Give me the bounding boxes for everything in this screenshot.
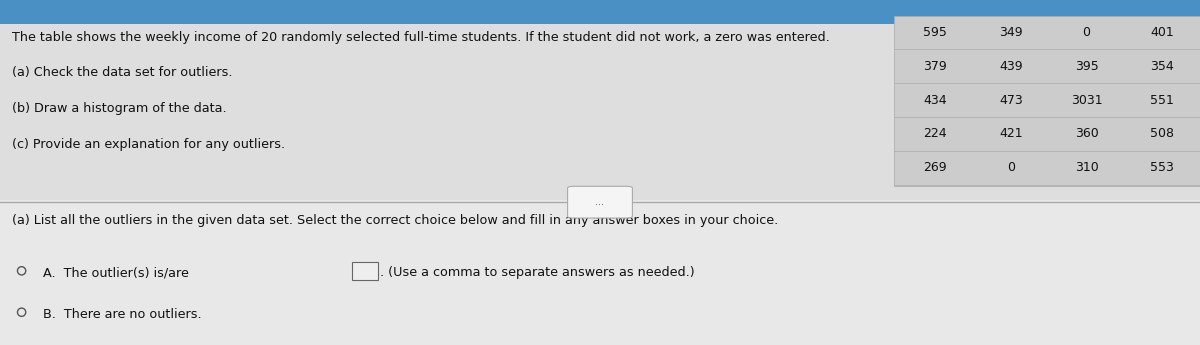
FancyBboxPatch shape <box>568 186 632 218</box>
Text: ...: ... <box>595 197 605 207</box>
Text: 3031: 3031 <box>1070 93 1103 107</box>
FancyBboxPatch shape <box>0 0 1200 24</box>
Text: (b) Draw a histogram of the data.: (b) Draw a histogram of the data. <box>12 102 227 115</box>
Text: 434: 434 <box>924 93 947 107</box>
Text: . (Use a comma to separate answers as needed.): . (Use a comma to separate answers as ne… <box>380 266 695 279</box>
Text: 360: 360 <box>1075 127 1098 140</box>
Text: (a) List all the outliers in the given data set. Select the correct choice below: (a) List all the outliers in the given d… <box>12 214 779 227</box>
Text: 401: 401 <box>1151 26 1174 39</box>
Text: 224: 224 <box>924 127 947 140</box>
Text: 473: 473 <box>1000 93 1022 107</box>
Text: 508: 508 <box>1151 127 1175 140</box>
FancyBboxPatch shape <box>0 200 1200 345</box>
Text: 379: 379 <box>924 60 947 73</box>
Text: 421: 421 <box>1000 127 1022 140</box>
Text: 269: 269 <box>924 161 947 174</box>
Text: The table shows the weekly income of 20 randomly selected full-time students. If: The table shows the weekly income of 20 … <box>12 31 829 44</box>
Text: 595: 595 <box>924 26 947 39</box>
Text: 439: 439 <box>1000 60 1022 73</box>
FancyBboxPatch shape <box>352 262 378 280</box>
Text: 553: 553 <box>1151 161 1174 174</box>
Text: B.  There are no outliers.: B. There are no outliers. <box>43 308 202 321</box>
Text: 354: 354 <box>1151 60 1174 73</box>
Text: 0: 0 <box>1082 26 1091 39</box>
FancyBboxPatch shape <box>0 0 1200 200</box>
Text: 395: 395 <box>1075 60 1098 73</box>
FancyBboxPatch shape <box>894 16 1200 186</box>
Text: 551: 551 <box>1151 93 1174 107</box>
Text: 349: 349 <box>1000 26 1022 39</box>
Text: 310: 310 <box>1075 161 1098 174</box>
Text: (a) Check the data set for outliers.: (a) Check the data set for outliers. <box>12 66 233 79</box>
Text: A.  The outlier(s) is/are: A. The outlier(s) is/are <box>43 266 190 279</box>
Text: 0: 0 <box>1007 161 1015 174</box>
Text: (c) Provide an explanation for any outliers.: (c) Provide an explanation for any outli… <box>12 138 286 151</box>
